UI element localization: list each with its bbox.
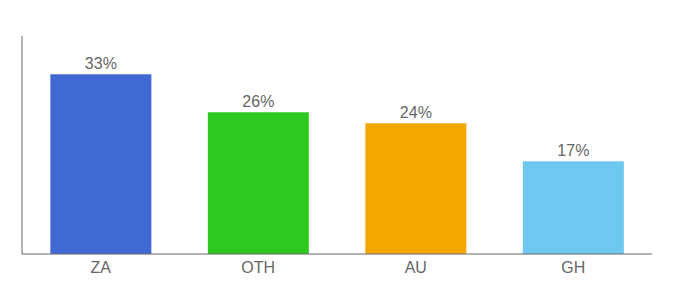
svg-text:33%: 33% xyxy=(85,55,117,72)
svg-text:OTH: OTH xyxy=(241,259,275,276)
svg-text:AU: AU xyxy=(405,259,427,276)
svg-text:ZA: ZA xyxy=(91,259,112,276)
svg-text:GH: GH xyxy=(561,259,585,276)
svg-text:17%: 17% xyxy=(557,142,589,159)
svg-text:26%: 26% xyxy=(242,93,274,110)
svg-text:24%: 24% xyxy=(400,104,432,121)
